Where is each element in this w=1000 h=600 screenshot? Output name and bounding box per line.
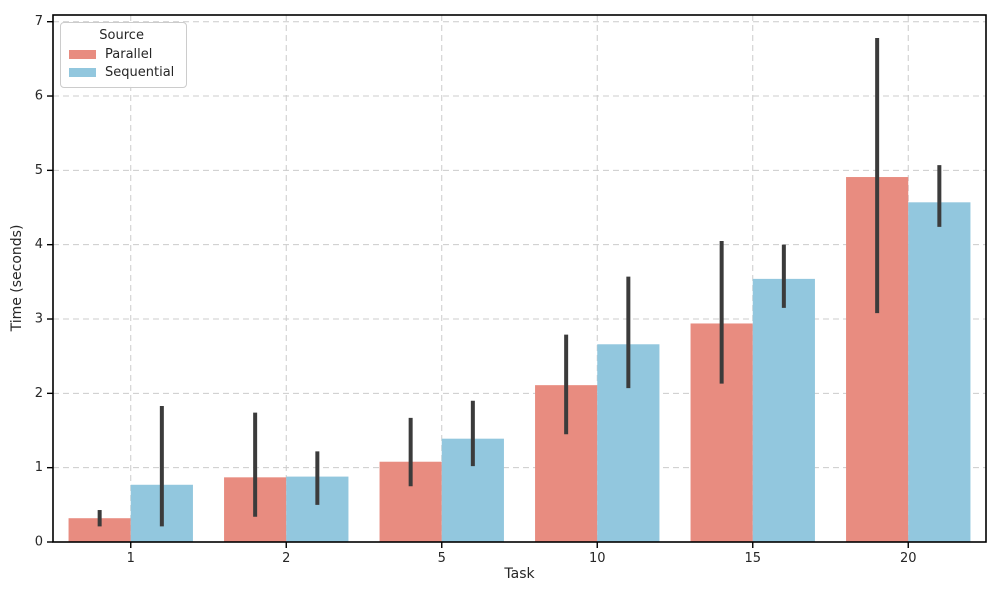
legend-item-parallel: Parallel: [69, 47, 174, 62]
legend-label-sequential: Sequential: [105, 65, 175, 80]
y-tick-label: 0: [35, 535, 43, 550]
legend-title: Source: [99, 28, 144, 43]
y-tick-label: 6: [35, 89, 43, 104]
y-tick-label: 1: [35, 460, 43, 475]
bar-sequential-task-15: [752, 278, 815, 542]
x-tick-label: 2: [282, 551, 290, 566]
x-tick-label: 1: [127, 551, 135, 566]
legend: Source Parallel Sequential: [60, 22, 188, 88]
plot-border: [52, 14, 987, 543]
x-tick-label: 10: [589, 551, 606, 566]
y-tick-label: 2: [35, 386, 43, 401]
y-tick-label: 3: [35, 312, 43, 327]
legend-item-sequential: Sequential: [69, 65, 174, 80]
legend-label-parallel: Parallel: [105, 47, 153, 62]
bar-parallel-task-1: [68, 518, 131, 542]
parallel-swatch: [69, 50, 96, 59]
x-axis-label: Task: [504, 566, 535, 582]
x-tick-label: 20: [900, 551, 917, 566]
sequential-swatch: [69, 68, 96, 77]
y-axis-label: Time (seconds): [9, 224, 25, 332]
y-tick-label: 4: [35, 237, 43, 252]
bar-sequential-task-20: [908, 202, 971, 542]
x-tick-label: 5: [438, 551, 446, 566]
y-tick-label: 7: [35, 14, 43, 29]
x-tick-label: 15: [744, 551, 761, 566]
y-tick-label: 5: [35, 163, 43, 178]
